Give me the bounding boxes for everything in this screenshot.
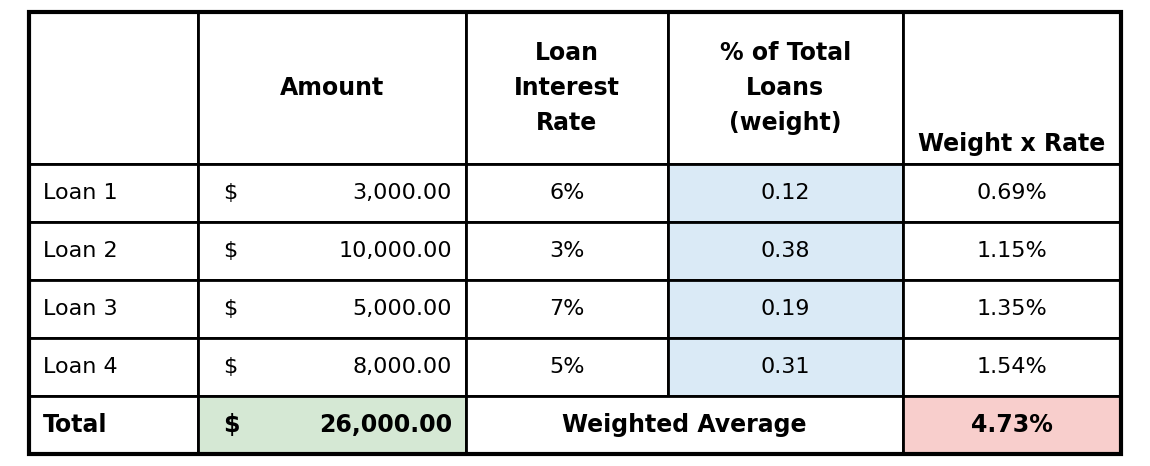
Bar xyxy=(198,281,466,338)
Bar xyxy=(903,164,1121,222)
Text: 3%: 3% xyxy=(549,241,584,261)
Bar xyxy=(466,222,668,281)
Text: $: $ xyxy=(223,357,238,377)
Bar xyxy=(198,397,466,454)
Bar xyxy=(29,164,198,222)
Text: Loan
Interest
Rate: Loan Interest Rate xyxy=(514,41,620,136)
Text: 1.54%: 1.54% xyxy=(976,357,1048,377)
Text: 8,000.00: 8,000.00 xyxy=(353,357,452,377)
Text: 5,000.00: 5,000.00 xyxy=(352,299,452,319)
Bar xyxy=(466,164,668,222)
Text: 0.31: 0.31 xyxy=(760,357,810,377)
Bar xyxy=(668,338,903,397)
Bar xyxy=(466,12,668,164)
Bar xyxy=(466,338,668,397)
Bar xyxy=(903,281,1121,338)
Bar xyxy=(29,338,198,397)
Bar xyxy=(668,281,903,338)
Text: 0.19: 0.19 xyxy=(760,299,810,319)
Bar xyxy=(198,164,466,222)
Text: 5%: 5% xyxy=(549,357,584,377)
Bar xyxy=(29,12,198,164)
Bar xyxy=(903,222,1121,281)
Text: 6%: 6% xyxy=(549,184,584,203)
Text: 0.12: 0.12 xyxy=(760,184,810,203)
Text: $: $ xyxy=(223,184,238,203)
Bar xyxy=(198,12,466,164)
Text: $: $ xyxy=(223,241,238,261)
Text: 0.38: 0.38 xyxy=(760,241,810,261)
Bar xyxy=(198,222,466,281)
Text: Loan 1: Loan 1 xyxy=(43,184,117,203)
Bar xyxy=(29,397,198,454)
Bar xyxy=(668,222,903,281)
Text: Total: Total xyxy=(43,413,107,438)
Text: Loan 4: Loan 4 xyxy=(43,357,117,377)
Bar xyxy=(466,281,668,338)
Bar xyxy=(29,281,198,338)
Bar xyxy=(29,222,198,281)
Bar xyxy=(668,164,903,222)
Text: Weight x Rate: Weight x Rate xyxy=(919,132,1105,157)
Text: % of Total
Loans
(weight): % of Total Loans (weight) xyxy=(720,41,851,136)
Text: 10,000.00: 10,000.00 xyxy=(338,241,452,261)
Bar xyxy=(903,12,1121,164)
Text: 3,000.00: 3,000.00 xyxy=(353,184,452,203)
Text: 26,000.00: 26,000.00 xyxy=(319,413,452,438)
Text: $: $ xyxy=(223,413,240,438)
Text: Loan 3: Loan 3 xyxy=(43,299,117,319)
Text: Weighted Average: Weighted Average xyxy=(562,413,806,438)
Bar xyxy=(466,397,903,454)
Bar xyxy=(903,397,1121,454)
Text: Loan 2: Loan 2 xyxy=(43,241,117,261)
Bar xyxy=(668,12,903,164)
Text: $: $ xyxy=(223,299,238,319)
Text: 4.73%: 4.73% xyxy=(971,413,1053,438)
Bar xyxy=(903,338,1121,397)
Bar xyxy=(198,338,466,397)
Text: 7%: 7% xyxy=(549,299,584,319)
Text: Amount: Amount xyxy=(279,76,384,100)
Text: 1.15%: 1.15% xyxy=(976,241,1048,261)
Text: 0.69%: 0.69% xyxy=(976,184,1048,203)
Text: 1.35%: 1.35% xyxy=(976,299,1048,319)
